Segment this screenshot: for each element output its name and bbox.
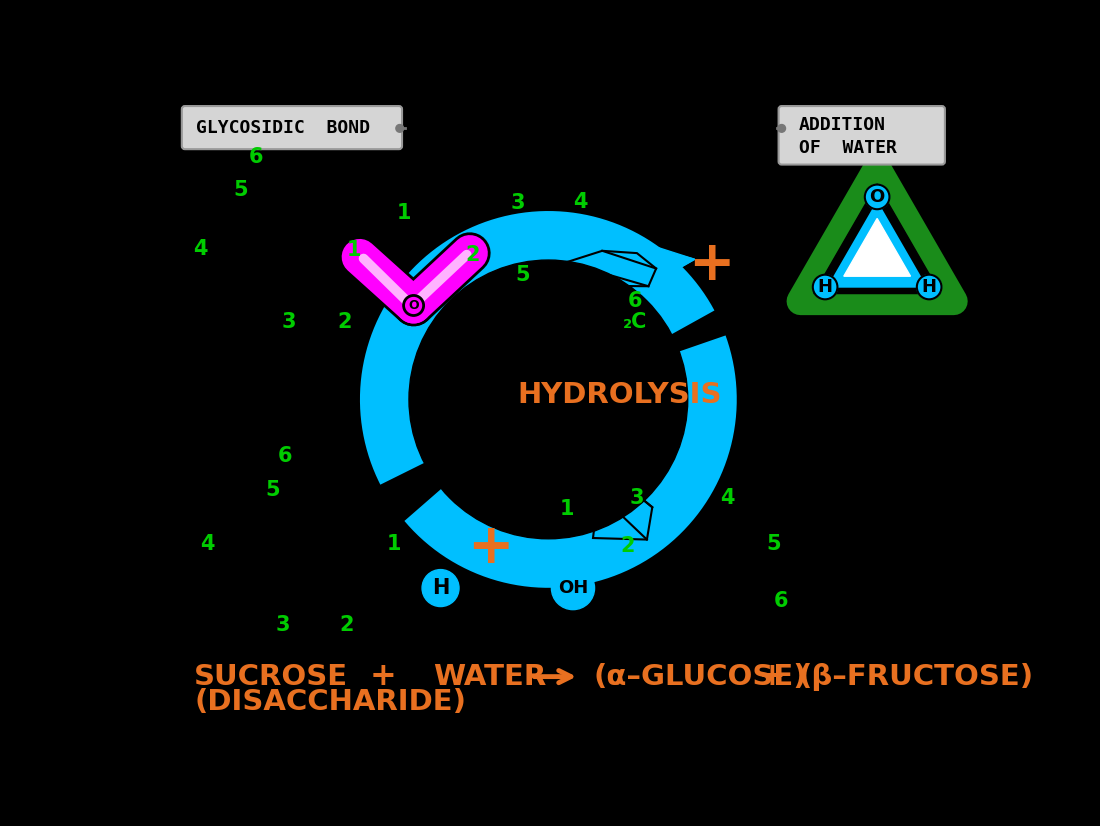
Text: OH: OH	[558, 579, 589, 597]
Polygon shape	[844, 218, 911, 276]
Text: 5: 5	[766, 534, 781, 554]
Circle shape	[778, 125, 785, 132]
Polygon shape	[811, 180, 944, 296]
Text: 5: 5	[265, 480, 280, 501]
Text: 2: 2	[340, 615, 354, 635]
Text: 6: 6	[627, 291, 641, 311]
Polygon shape	[814, 184, 940, 293]
Polygon shape	[656, 247, 695, 273]
Circle shape	[409, 260, 688, 539]
Text: 3: 3	[510, 193, 525, 213]
Text: 6: 6	[249, 147, 263, 167]
Circle shape	[865, 184, 890, 209]
Polygon shape	[429, 526, 606, 565]
Text: SUCROSE: SUCROSE	[195, 662, 349, 691]
Text: OF  WATER: OF WATER	[799, 139, 896, 157]
Polygon shape	[593, 491, 652, 539]
Circle shape	[916, 275, 942, 299]
Polygon shape	[560, 247, 695, 286]
Text: 3: 3	[275, 615, 290, 635]
Text: 6: 6	[278, 446, 293, 466]
Text: +: +	[689, 238, 735, 292]
Circle shape	[396, 125, 404, 132]
Text: 2: 2	[465, 244, 480, 264]
Text: +: +	[370, 661, 396, 692]
Circle shape	[422, 570, 459, 606]
Text: H: H	[922, 278, 937, 296]
Circle shape	[551, 567, 594, 610]
Text: 4: 4	[200, 534, 214, 554]
Circle shape	[404, 296, 424, 316]
Polygon shape	[562, 251, 656, 287]
Text: +: +	[758, 661, 785, 692]
Text: O: O	[869, 188, 884, 206]
Text: H: H	[432, 578, 449, 598]
Text: 2: 2	[337, 312, 352, 332]
FancyBboxPatch shape	[182, 106, 403, 150]
Text: +: +	[468, 521, 514, 575]
Circle shape	[813, 275, 837, 299]
Text: (DISACCHARIDE): (DISACCHARIDE)	[195, 688, 466, 716]
Text: (β–FRUCTOSE): (β–FRUCTOSE)	[799, 662, 1034, 691]
Text: WATER: WATER	[433, 662, 546, 691]
Text: 5: 5	[233, 180, 248, 200]
Text: 3: 3	[282, 312, 296, 332]
Polygon shape	[825, 197, 930, 287]
Text: 5: 5	[516, 264, 530, 285]
Text: 6: 6	[773, 591, 788, 611]
Text: 1: 1	[348, 240, 362, 260]
Text: H: H	[817, 278, 833, 296]
Text: O: O	[408, 299, 419, 312]
Text: GLYCOSIDIC  BOND: GLYCOSIDIC BOND	[196, 120, 370, 137]
Text: 4: 4	[194, 240, 208, 259]
Circle shape	[404, 296, 424, 316]
Text: ₂C: ₂C	[624, 312, 648, 332]
Text: HYDROLYSIS: HYDROLYSIS	[517, 381, 722, 409]
Text: 4: 4	[719, 488, 734, 508]
Text: 1: 1	[560, 499, 574, 519]
FancyBboxPatch shape	[779, 106, 945, 164]
Text: (α–GLUCOSE): (α–GLUCOSE)	[593, 662, 806, 691]
Text: 2: 2	[620, 536, 635, 556]
Text: 1: 1	[396, 203, 410, 223]
Text: 3: 3	[629, 488, 645, 508]
Text: 4: 4	[573, 192, 587, 211]
Text: 1: 1	[387, 534, 402, 554]
Text: ADDITION: ADDITION	[799, 116, 886, 134]
